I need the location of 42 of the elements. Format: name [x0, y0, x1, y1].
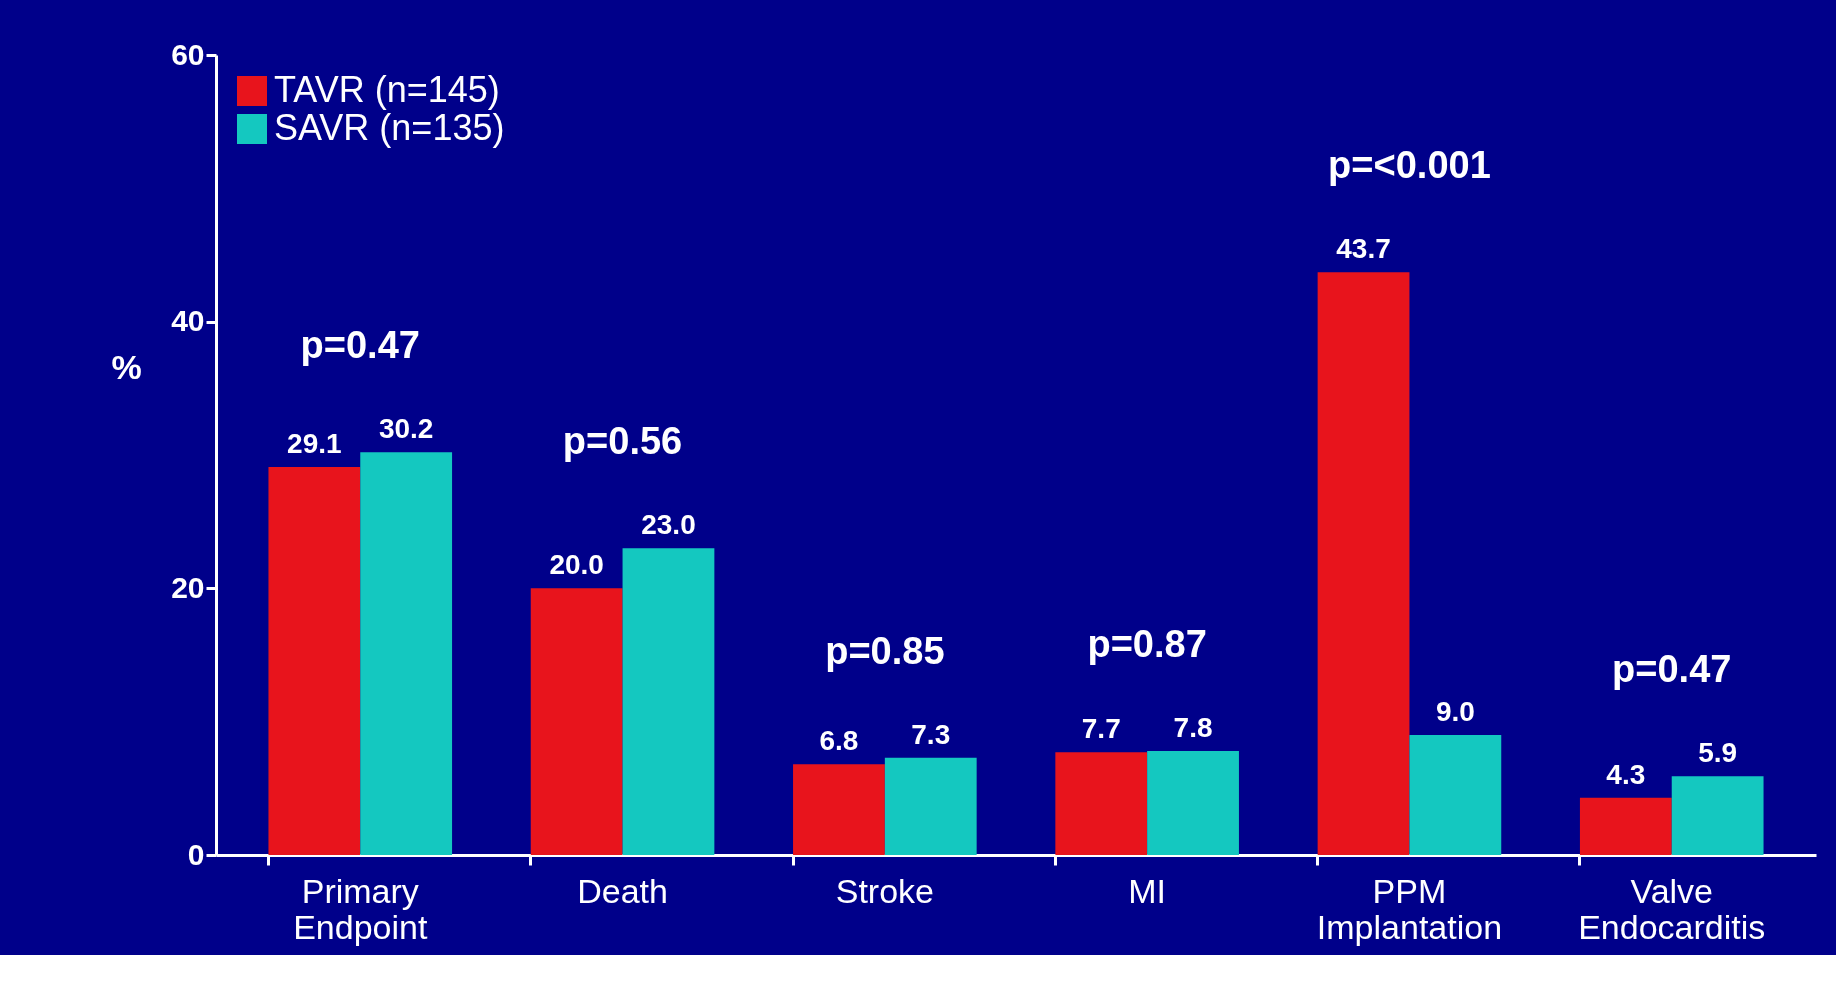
bar [622, 548, 715, 855]
x-tick-label: Death [577, 871, 668, 910]
data-label: 43.7 [1336, 233, 1391, 265]
annotation: p=0.87 [1087, 623, 1207, 665]
data-label: 23.0 [641, 509, 696, 541]
y-axis-title: % [111, 347, 142, 386]
data-label: 20.0 [549, 549, 604, 581]
x-tick-label: Stroke [835, 871, 934, 910]
bar [1147, 751, 1239, 855]
y-tick-label: 0 [187, 837, 205, 871]
data-label: 4.3 [1606, 758, 1646, 790]
bar [1055, 752, 1148, 855]
annotation: p=0.47 [300, 324, 420, 367]
bar [360, 452, 453, 855]
bar [268, 467, 361, 855]
data-label: 6.8 [819, 725, 859, 757]
bar [1317, 272, 1410, 855]
y-tick-label: 60 [171, 37, 205, 71]
annotation: p=0.56 [562, 420, 683, 463]
legend-label: TAVR (n=145) [274, 69, 500, 110]
x-tick-label: Primary Endpoint [293, 871, 428, 946]
data-label: 7.8 [1173, 712, 1213, 743]
annotation: p=0.47 [1612, 648, 1732, 691]
data-label: 5.9 [1698, 737, 1738, 769]
annotation: p=0.85 [825, 629, 945, 672]
data-label: 9.0 [1435, 696, 1475, 727]
x-tick-label: PPM Implantation [1316, 871, 1503, 946]
y-tick-label: 20 [171, 570, 205, 604]
data-label: 7.3 [911, 718, 951, 750]
x-tick-label: MI [1128, 871, 1167, 910]
bar [1671, 776, 1764, 855]
bar [1409, 735, 1502, 855]
bar [884, 757, 977, 855]
data-label: 30.2 [378, 413, 434, 445]
data-label: 7.7 [1081, 713, 1121, 745]
bar [793, 764, 885, 855]
bar [530, 588, 623, 855]
bar [1579, 797, 1672, 855]
data-label: 29.1 [287, 428, 342, 459]
x-tick-label: Valve Endocarditis [1578, 871, 1766, 946]
annotation: p=<0.001 [1328, 144, 1491, 187]
y-tick-label: 40 [171, 304, 205, 338]
